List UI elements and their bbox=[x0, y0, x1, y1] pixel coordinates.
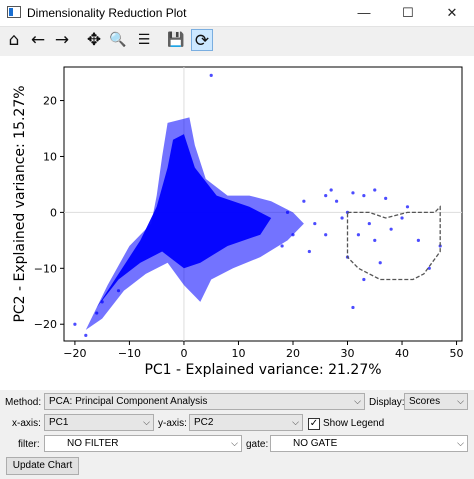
y-tick-label: 0 bbox=[50, 206, 57, 219]
scatter-point bbox=[384, 197, 387, 200]
display-select[interactable]: Scores ⌵ bbox=[404, 393, 468, 410]
scatter-point bbox=[117, 289, 120, 292]
window-title: Dimensionality Reduction Plot bbox=[27, 6, 186, 20]
method-label: Method: bbox=[5, 397, 41, 408]
x-axis-select-label: x-axis: bbox=[12, 418, 41, 429]
filter-label: filter: bbox=[18, 439, 40, 450]
scatter-point bbox=[390, 228, 393, 231]
app-icon bbox=[7, 6, 21, 18]
scatter-point bbox=[95, 311, 98, 314]
method-value: PCA: Principal Component Analysis bbox=[49, 396, 207, 407]
gate-select[interactable]: NO GATE ⌵ bbox=[270, 435, 468, 452]
save-icon[interactable]: 💾 bbox=[165, 29, 187, 51]
display-label: Display: bbox=[369, 397, 405, 408]
x-tick-label: 30 bbox=[341, 347, 355, 360]
filter-value: NO FILTER bbox=[67, 438, 118, 449]
x-axis-value: PC1 bbox=[49, 417, 68, 428]
x-axis-label: PC1 - Explained variance: 21.27% bbox=[144, 362, 381, 378]
filter-select[interactable]: NO FILTER ⌵ bbox=[44, 435, 242, 452]
y-tick-label: −10 bbox=[34, 262, 57, 275]
y-axis-label: PC2 - Explained variance: 15.27% bbox=[12, 85, 28, 322]
chevron-down-icon: ⌵ bbox=[292, 415, 299, 430]
close-button[interactable]: ✕ bbox=[430, 0, 474, 26]
scatter-point bbox=[330, 188, 333, 191]
chevron-down-icon: ⌵ bbox=[457, 394, 464, 409]
scatter-point bbox=[291, 233, 294, 236]
scatter-point bbox=[373, 188, 376, 191]
method-select[interactable]: PCA: Principal Component Analysis ⌵ bbox=[44, 393, 365, 410]
scatter-point bbox=[362, 278, 365, 281]
pan-icon[interactable]: ✥ bbox=[83, 29, 105, 51]
scatter-point bbox=[73, 323, 76, 326]
scatter-point bbox=[340, 216, 343, 219]
scatter-point bbox=[210, 74, 213, 77]
chevron-down-icon: ⌵ bbox=[231, 436, 238, 451]
home-icon[interactable]: ⌂ bbox=[3, 29, 25, 51]
lasso-select-icon[interactable]: ⟳ bbox=[191, 29, 213, 51]
chevron-down-icon: ⌵ bbox=[354, 394, 361, 409]
scatter-point bbox=[308, 250, 311, 253]
x-axis-ticks: −20 −10 0 10 20 30 40 50 bbox=[63, 341, 463, 360]
x-tick-label: −20 bbox=[63, 347, 86, 360]
scatter-point bbox=[357, 233, 360, 236]
scatter-point bbox=[286, 211, 289, 214]
scatter-point bbox=[368, 222, 371, 225]
back-arrow-icon[interactable]: ← bbox=[27, 29, 49, 51]
plot-toolbar: ⌂ ← → ✥ 🔍 ☰ 💾 ⟳ bbox=[0, 27, 474, 55]
show-legend-checkbox[interactable]: ✓ bbox=[308, 418, 320, 430]
show-legend-label: Show Legend bbox=[323, 418, 384, 429]
chevron-down-icon: ⌵ bbox=[457, 436, 464, 451]
scatter-point bbox=[400, 216, 403, 219]
y-axis-value: PC2 bbox=[194, 417, 213, 428]
x-tick-label: 50 bbox=[450, 347, 464, 360]
x-tick-label: −10 bbox=[118, 347, 141, 360]
scatter-point bbox=[84, 334, 87, 337]
y-tick-label: −20 bbox=[34, 318, 57, 331]
x-tick-label: 40 bbox=[395, 347, 409, 360]
gate-label: gate: bbox=[246, 439, 268, 450]
zoom-icon[interactable]: 🔍 bbox=[107, 29, 129, 51]
y-axis-select[interactable]: PC2 ⌵ bbox=[189, 414, 303, 431]
scatter-point bbox=[324, 233, 327, 236]
chevron-down-icon: ⌵ bbox=[143, 415, 150, 430]
display-value: Scores bbox=[409, 396, 440, 407]
update-chart-button[interactable]: Update Chart bbox=[6, 457, 79, 475]
scatter-point bbox=[302, 200, 305, 203]
scatter-point bbox=[351, 191, 354, 194]
scatter-point bbox=[373, 239, 376, 242]
scatter-point bbox=[417, 239, 420, 242]
title-bar: Dimensionality Reduction Plot — ☐ ✕ bbox=[0, 0, 474, 27]
y-tick-label: 20 bbox=[43, 95, 57, 108]
x-tick-label: 20 bbox=[286, 347, 300, 360]
gate-value: NO GATE bbox=[293, 438, 337, 449]
scatter-point bbox=[101, 300, 104, 303]
scatter-point bbox=[379, 261, 382, 264]
y-axis-ticks: −20 −10 0 10 20 bbox=[34, 95, 64, 332]
scatter-point bbox=[335, 200, 338, 203]
scatter-point bbox=[362, 194, 365, 197]
x-axis-select[interactable]: PC1 ⌵ bbox=[44, 414, 154, 431]
configure-subplots-icon[interactable]: ☰ bbox=[133, 29, 155, 51]
plot-panel: −20 −10 0 10 20 30 40 50 −20 −10 0 10 20 PC1 - Expl… bbox=[0, 56, 474, 390]
x-tick-label: 0 bbox=[180, 347, 187, 360]
scatter-point bbox=[280, 244, 283, 247]
maximize-button[interactable]: ☐ bbox=[386, 0, 430, 26]
scatter-point bbox=[313, 222, 316, 225]
x-tick-label: 10 bbox=[231, 347, 245, 360]
scatter-plot[interactable]: −20 −10 0 10 20 30 40 50 −20 −10 0 10 20 PC1 - Expl… bbox=[0, 56, 474, 390]
minimize-button[interactable]: — bbox=[342, 0, 386, 26]
y-axis-select-label: y-axis: bbox=[158, 418, 187, 429]
forward-arrow-icon[interactable]: → bbox=[51, 29, 73, 51]
scatter-point bbox=[406, 205, 409, 208]
scatter-point bbox=[324, 194, 327, 197]
y-tick-label: 10 bbox=[43, 150, 57, 163]
scatter-point bbox=[351, 306, 354, 309]
